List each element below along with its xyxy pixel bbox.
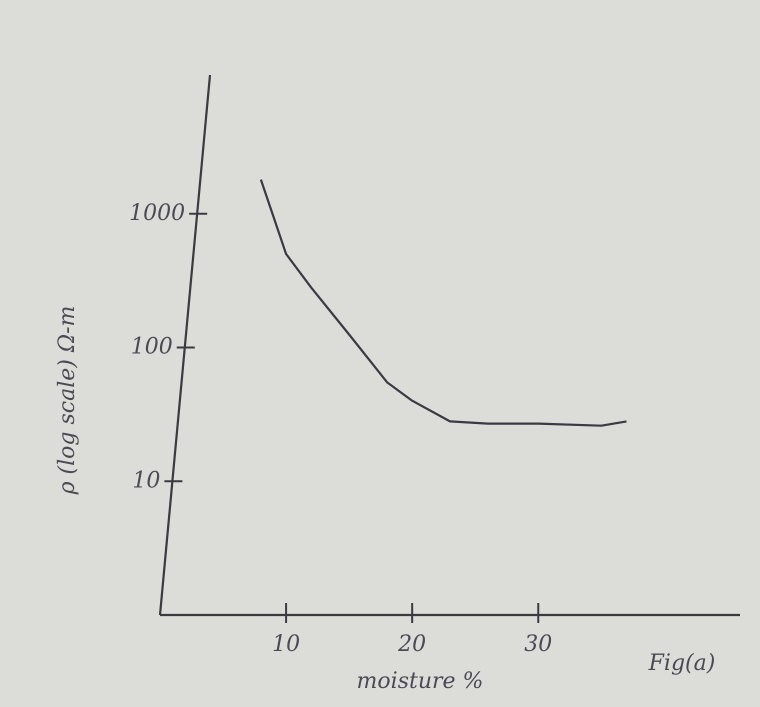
annotation: Fig(a)	[648, 651, 716, 676]
y-axis-label: ρ (log scale) Ω-m	[55, 306, 80, 496]
x-tick-label: 30	[524, 632, 552, 657]
x-tick-label: 10	[272, 632, 300, 657]
y-tick-label: 1000	[129, 201, 185, 226]
page: {"chart_data": {"type": "line", "y_label…	[0, 0, 760, 707]
chart: ρ (log scale) Ω-m moisture % Fig(a) 10 10…	[0, 0, 760, 707]
paper	[0, 0, 760, 707]
y-tick-label: 100	[131, 335, 173, 360]
y-tick-label: 10	[132, 468, 160, 493]
x-axis-label: moisture %	[357, 669, 484, 694]
x-tick-label: 20	[397, 632, 426, 657]
